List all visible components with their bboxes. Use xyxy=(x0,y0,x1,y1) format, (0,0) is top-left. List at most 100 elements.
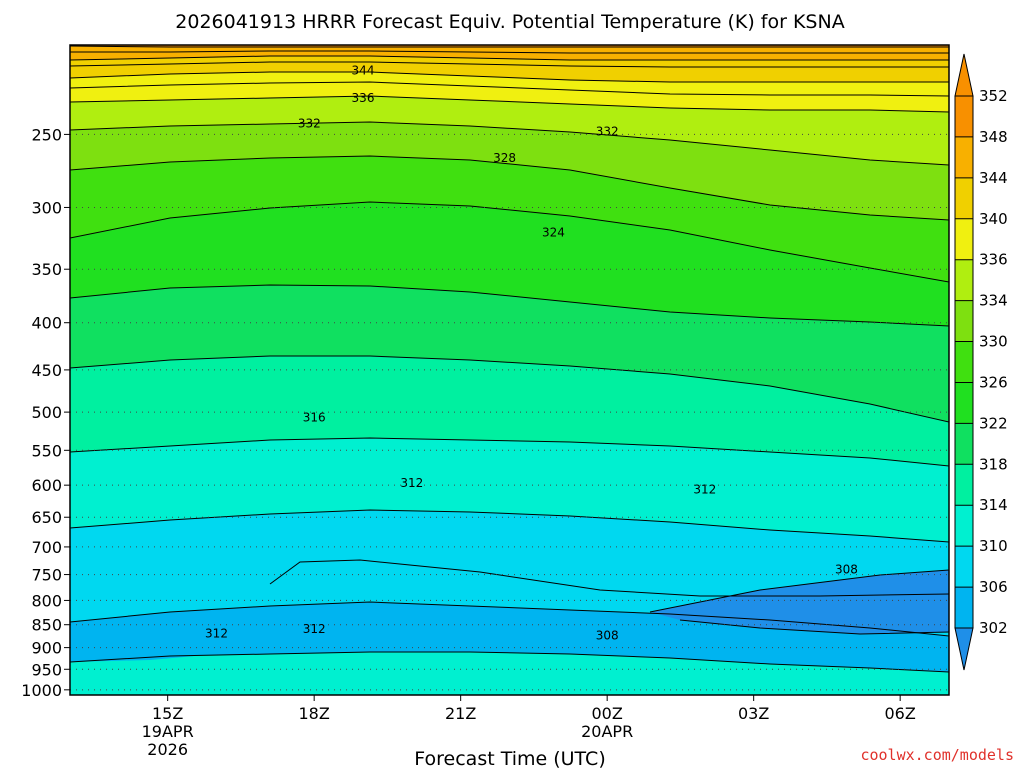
colorbar-label: 318 xyxy=(979,455,1008,473)
colorbar-segment xyxy=(955,259,973,301)
pressure-tick-label: 850 xyxy=(31,616,62,635)
contour-line xyxy=(70,201,949,283)
pressure-tick-label: 550 xyxy=(31,441,62,460)
colorbar-segment xyxy=(955,96,973,137)
time-tick-label: 06Z xyxy=(885,704,916,723)
contour-line xyxy=(70,355,949,423)
contour-band xyxy=(70,652,949,695)
colorbar: 302 306 310 314 318 322 326 330 334 336 340 344 348 3… xyxy=(954,53,1008,671)
pressure-tick-label: 600 xyxy=(31,476,62,495)
time-tick-label: 18Z xyxy=(299,704,330,723)
contour-band xyxy=(70,56,949,82)
colorbar-label: 334 xyxy=(979,292,1008,310)
x-axis-label: Forecast Time (UTC) xyxy=(414,748,605,768)
pressure-tick-label: 750 xyxy=(31,566,62,585)
pressure-tick-label: 700 xyxy=(31,538,62,557)
colorbar-bottom-arrow xyxy=(954,627,974,671)
contour-line xyxy=(70,155,949,221)
colorbar-segment xyxy=(955,382,973,424)
contour-line xyxy=(269,559,949,597)
credit-link[interactable]: coolwx.com/models xyxy=(860,746,1014,764)
time-tick-label: 21Z xyxy=(445,704,476,723)
colorbar-label: 336 xyxy=(979,251,1008,269)
contour-line xyxy=(70,45,949,48)
time-tick-date: 19APR xyxy=(142,722,194,741)
colorbar-segment xyxy=(955,587,973,628)
colorbar-label: 302 xyxy=(979,619,1008,637)
colorbar-label: 322 xyxy=(979,414,1008,432)
time-tick-date: 20APR xyxy=(581,722,633,741)
contour-line xyxy=(70,284,949,327)
contour-label: 316 xyxy=(303,410,326,424)
contour-band xyxy=(70,46,949,60)
pressure-tick-label: 500 xyxy=(31,403,62,422)
colorbar-label: 306 xyxy=(979,578,1008,596)
contour-line xyxy=(70,81,949,97)
contour-label: 328 xyxy=(493,151,516,165)
contour-line xyxy=(679,619,949,635)
contour-line xyxy=(70,61,949,68)
contour-label: 324 xyxy=(542,226,565,240)
contour-line xyxy=(70,95,949,113)
time-tick-label: 00Z xyxy=(592,704,623,723)
colorbar-segment xyxy=(955,546,973,588)
colorbar-label: 352 xyxy=(979,87,1008,105)
colorbar-label: 314 xyxy=(979,496,1008,514)
colorbar-segment xyxy=(955,300,973,342)
contour-band xyxy=(70,438,949,542)
colorbar-segment xyxy=(955,218,973,260)
pressure-tick-label: 1000 xyxy=(21,681,62,700)
contour-line xyxy=(70,121,949,166)
pressure-tick-label: 400 xyxy=(31,314,62,333)
contour-label: 332 xyxy=(298,117,321,131)
pressure-tick-label: 650 xyxy=(31,508,62,527)
time-tick-year: 2026 xyxy=(147,740,188,759)
colorbar-top-arrow xyxy=(954,53,974,97)
colorbar-label: 340 xyxy=(979,210,1008,228)
colorbar-segment xyxy=(955,464,973,506)
pressure-axis: 250 300 350 400 450 500 550 600 650 700 750 800 850 9… xyxy=(21,125,70,700)
contour-label: 336 xyxy=(352,91,375,105)
colorbar-segment xyxy=(955,136,973,178)
contour-labels: 344 336 332 332 328 324 316 312 312 308 312 312 308 xyxy=(205,64,858,643)
pressure-tick-label: 950 xyxy=(31,660,62,679)
colorbar-label: 310 xyxy=(979,537,1008,555)
contour-line xyxy=(649,569,949,613)
colorbar-segment xyxy=(955,505,973,547)
contour-line xyxy=(70,437,949,467)
contour-label: 312 xyxy=(205,627,228,641)
contour-label: 312 xyxy=(303,622,326,636)
pressure-tick-label: 250 xyxy=(31,125,62,144)
contour-band xyxy=(70,356,949,466)
contour-label: 308 xyxy=(835,563,858,577)
contour-line xyxy=(70,55,949,61)
pressure-tick-label: 900 xyxy=(31,639,62,658)
contour-label: 312 xyxy=(693,483,716,497)
pressure-tick-label: 450 xyxy=(31,361,62,380)
contour-line xyxy=(70,601,949,637)
contour-band xyxy=(70,285,949,422)
colorbar-segment xyxy=(955,177,973,219)
pressure-tick-label: 350 xyxy=(31,260,62,279)
contour-band xyxy=(70,640,250,662)
colorbar-segment xyxy=(955,423,973,465)
contour-line xyxy=(70,50,949,54)
time-tick-label: 03Z xyxy=(738,704,769,723)
chart-title: 2026041913 HRRR Forecast Equiv. Potentia… xyxy=(175,11,844,33)
contour-band xyxy=(70,122,949,220)
contour-line xyxy=(70,71,949,83)
contour-label: 308 xyxy=(596,628,619,642)
colorbar-label: 344 xyxy=(979,169,1008,187)
contour-label: 344 xyxy=(352,64,375,78)
colorbar-label: 330 xyxy=(979,333,1008,351)
pressure-tick-label: 300 xyxy=(31,198,62,217)
contour-band xyxy=(70,202,949,326)
pressure-tick-label: 800 xyxy=(31,591,62,610)
contour-line xyxy=(70,651,949,673)
contour-band xyxy=(650,570,949,634)
contour-band xyxy=(70,156,949,282)
contour-fill-bands xyxy=(70,45,949,695)
colorbar-label: 348 xyxy=(979,128,1008,146)
